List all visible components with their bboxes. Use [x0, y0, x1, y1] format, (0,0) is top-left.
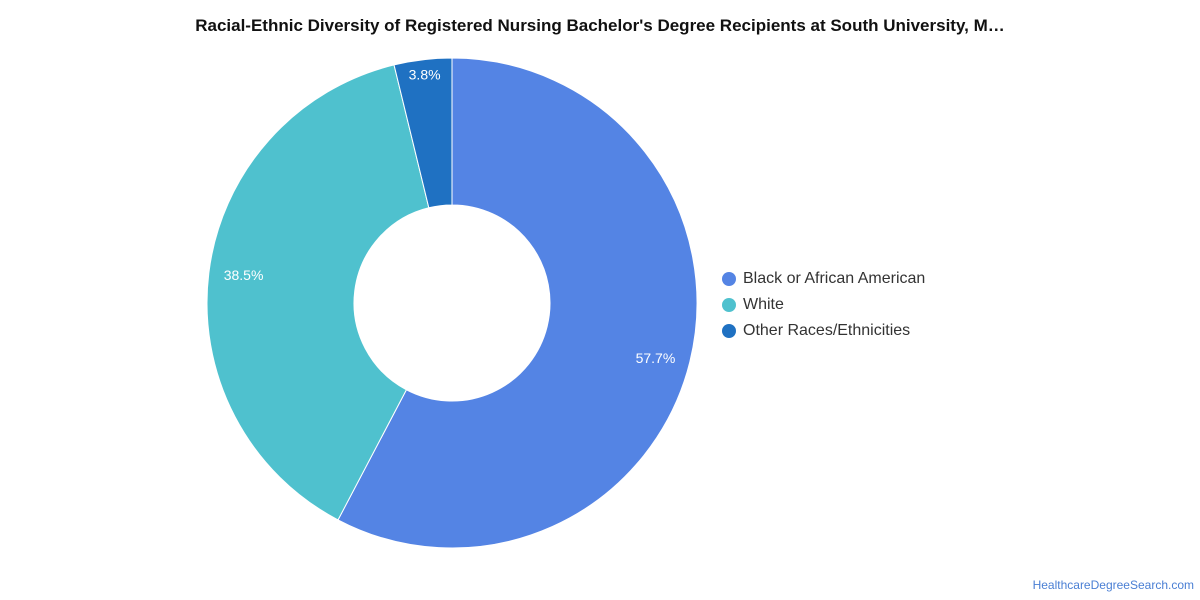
legend-label: Other Races/Ethnicities	[743, 322, 911, 339]
donut-slice-labels: 57.7% 38.5% 3.8%	[224, 67, 676, 366]
legend-label: Black or African American	[743, 270, 926, 287]
slice-value-label: 38.5%	[224, 267, 264, 283]
legend-item-other-races-ethnicities[interactable]: Other Races/Ethnicities	[722, 318, 925, 344]
legend-label: White	[743, 296, 784, 313]
chart-title: Racial-Ethnic Diversity of Registered Nu…	[195, 16, 1005, 35]
slice-black-or-african-american[interactable]	[337, 57, 698, 549]
legend-swatch	[722, 298, 736, 312]
slice-value-label: 57.7%	[636, 350, 676, 366]
credit-link[interactable]: HealthcareDegreeSearch.com	[1032, 578, 1194, 592]
slice-other-races-ethnicities[interactable]	[393, 57, 453, 209]
slice-white[interactable]	[206, 64, 430, 521]
slice-value-label: 3.8%	[409, 67, 441, 83]
legend-swatch	[722, 324, 736, 338]
legend-swatch	[722, 272, 736, 286]
donut-slices	[206, 57, 698, 549]
legend-item-white[interactable]: White	[722, 292, 925, 318]
legend-item-black-or-african-american[interactable]: Black or African American	[722, 266, 925, 292]
legend: Black or African American White Other Ra…	[722, 266, 925, 344]
